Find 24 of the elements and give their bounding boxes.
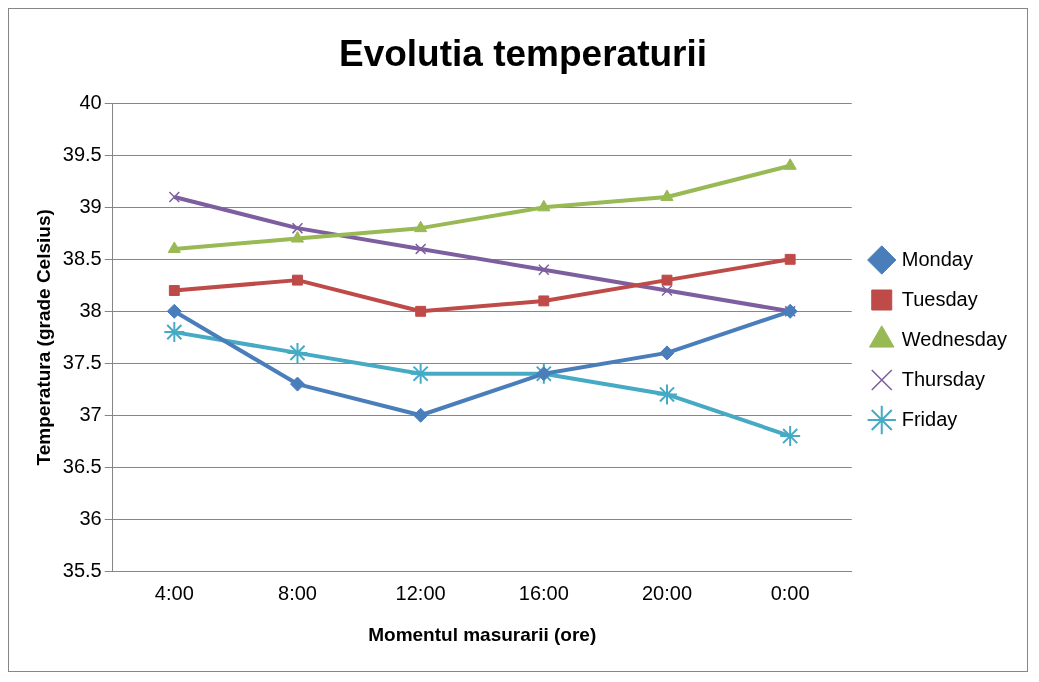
legend-label: Tuesday (901, 287, 978, 310)
y-tick-label: 37 (79, 402, 102, 425)
y-tick-label: 36 (79, 506, 102, 529)
y-tick-label: 37.5 (62, 350, 102, 373)
chart-title: Evolutia temperaturii (338, 33, 708, 75)
y-tick-label: 40 (79, 90, 102, 113)
x-tick-label: 16:00 (518, 581, 569, 604)
y-tick-label: 38 (79, 298, 102, 321)
y-tick-label: 39.5 (62, 142, 102, 165)
x-tick-label: 20:00 (641, 581, 693, 604)
x-tick-label: 0:00 (770, 581, 810, 604)
legend-label: Friday (901, 407, 958, 430)
y-axis-title: Temperatura (grade Celsius) (32, 209, 54, 466)
x-tick-label: 12:00 (395, 581, 446, 604)
y-tick-label: 36.5 (62, 454, 102, 477)
legend-label: Wednesday (901, 327, 1008, 350)
legend-label: Monday (901, 247, 973, 270)
y-tick-label: 35.5 (62, 558, 102, 581)
y-tick-label: 38.5 (62, 246, 102, 269)
x-axis-title: Momentul masurarii (ore) (368, 623, 597, 645)
x-tick-label: 4:00 (154, 581, 194, 604)
y-tick-label: 39 (79, 194, 102, 217)
legend-label: Thursday (901, 367, 986, 390)
x-tick-label: 8:00 (278, 581, 317, 604)
